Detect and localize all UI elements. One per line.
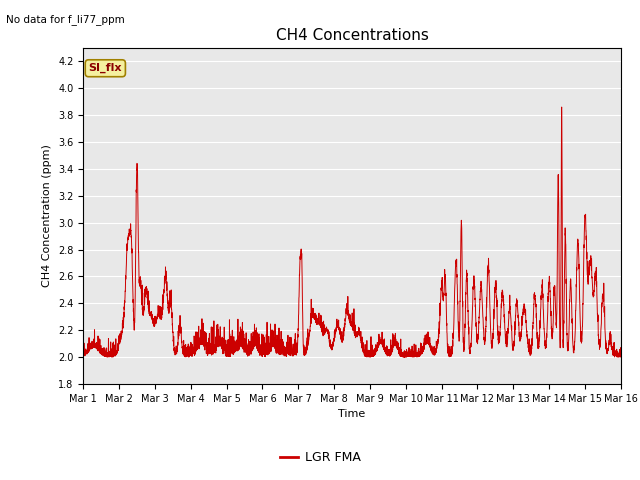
Text: SI_flx: SI_flx xyxy=(88,63,122,73)
Y-axis label: CH4 Concentration (ppm): CH4 Concentration (ppm) xyxy=(42,144,52,288)
X-axis label: Time: Time xyxy=(339,409,365,419)
Legend: LGR FMA: LGR FMA xyxy=(275,446,365,469)
Title: CH4 Concentrations: CH4 Concentrations xyxy=(276,28,428,43)
Text: No data for f_li77_ppm: No data for f_li77_ppm xyxy=(6,14,125,25)
